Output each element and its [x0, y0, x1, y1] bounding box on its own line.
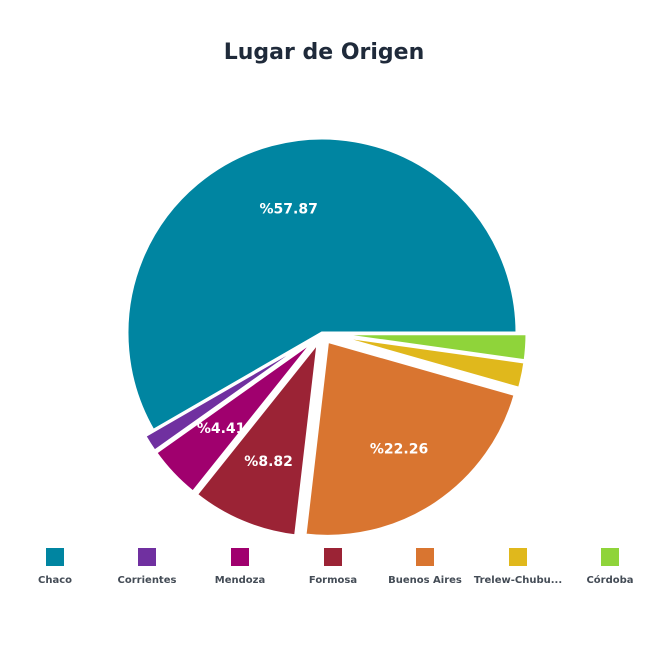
- legend-item[interactable]: Trelew-Chubu...: [458, 548, 578, 586]
- pie-chart: %57.87 %4.41 %8.82 %22.26: [125, 136, 529, 538]
- chart-title: Lugar de Origen: [223, 40, 425, 65]
- legend-swatch: [601, 548, 619, 566]
- legend-item[interactable]: Chaco: [0, 548, 115, 586]
- legend-item[interactable]: Corrientes: [87, 548, 207, 586]
- legend-swatch: [46, 548, 64, 566]
- pie-slice-buenos-aires: [303, 339, 517, 538]
- pie-slice-chaco: [125, 136, 519, 433]
- data-label: %22.26: [370, 441, 428, 457]
- data-label: %8.82: [244, 454, 293, 470]
- legend-item[interactable]: Córdoba: [550, 548, 648, 586]
- pie-slice-mendoza: [153, 338, 316, 495]
- legend-swatch: [509, 548, 527, 566]
- legend-item[interactable]: Formosa: [273, 548, 393, 586]
- legend-item[interactable]: Buenos Aires: [365, 548, 485, 586]
- legend-item[interactable]: Mendoza: [180, 548, 300, 586]
- legend-swatch: [231, 548, 249, 566]
- pie-slice-c-rdoba: [331, 332, 529, 363]
- chart-legend: Chaco Corrientes Mendoza Formosa Buenos Aire…: [0, 548, 648, 598]
- legend-swatch: [416, 548, 434, 566]
- pie-slice-corrientes: [142, 337, 315, 454]
- legend-swatch: [138, 548, 156, 566]
- pie-slice-formosa: [194, 337, 321, 538]
- legend-swatch: [324, 548, 342, 566]
- data-label: %4.41: [197, 421, 246, 437]
- data-label: %57.87: [260, 202, 318, 218]
- legend-label: Córdoba: [586, 575, 634, 586]
